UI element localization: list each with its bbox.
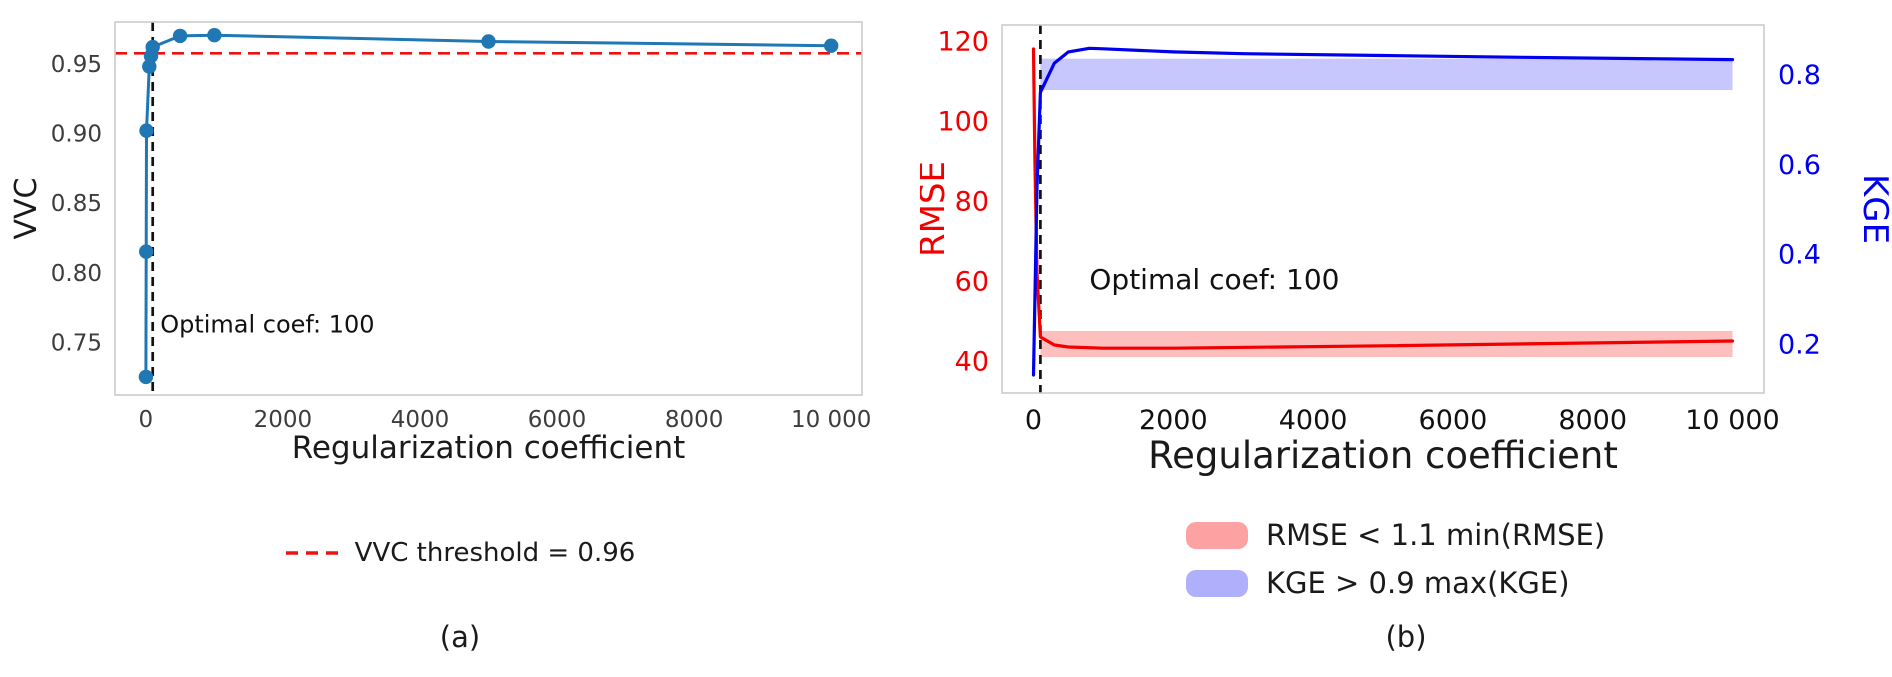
svg-text:120: 120 [937,27,989,58]
rmse-legend-row: RMSE < 1.1 min(RMSE) [1186,518,1626,552]
rmse-band-legend-label: RMSE < 1.1 min(RMSE) [1266,518,1606,552]
rmse-band-swatch-rect [1186,521,1248,549]
svg-text:10 000: 10 000 [791,407,871,433]
svg-text:Regularization coefficient: Regularization coefficient [1148,434,1618,477]
svg-text:0.80: 0.80 [51,261,102,287]
kge-band-swatch [1186,569,1248,597]
svg-text:4000: 4000 [391,407,450,433]
dashed-line-legend-sample [285,551,338,555]
svg-text:6000: 6000 [1419,405,1488,436]
kge-band-swatch-rect [1186,569,1248,597]
rmse-band-swatch [1186,521,1248,549]
svg-text:Optimal coef: 100: Optimal coef: 100 [1089,263,1339,296]
svg-text:Optimal coef: 100: Optimal coef: 100 [160,310,374,338]
svg-text:0.6: 0.6 [1778,150,1821,181]
svg-text:0.95: 0.95 [51,52,102,78]
rmse-kge-legend: RMSE < 1.1 min(RMSE) KGE > 0.9 max(KGE) [920,518,1892,600]
caption-b: (b) [1385,620,1427,654]
vvc-legend: VVC threshold = 0.96 [0,538,920,568]
svg-text:100: 100 [937,107,989,138]
svg-text:4000: 4000 [1279,405,1348,436]
panel-b: 0 2000 4000 6000 8000 10 000 40 60 80 100 120 0.2 0.… [920,0,1892,677]
svg-text:0.90: 0.90 [51,122,102,148]
svg-text:0.4: 0.4 [1778,240,1821,271]
svg-text:0.75: 0.75 [51,330,102,356]
rmse-kge-vs-regularization-chart: 0 2000 4000 6000 8000 10 000 40 60 80 100 120 0.2 0.… [920,24,1892,477]
svg-text:Regularization coefficient: Regularization coefficient [292,430,686,466]
panel-a: 0 2000 4000 6000 8000 10 000 0.75 0.80 0.85 0.90 0… [0,0,920,677]
svg-text:80: 80 [955,187,989,218]
svg-text:RMSE: RMSE [920,161,953,257]
kge-band-legend-label: KGE > 0.9 max(KGE) [1266,566,1570,600]
svg-text:40: 40 [955,347,989,378]
caption-a: (a) [439,620,481,654]
svg-text:2000: 2000 [254,407,313,433]
svg-text:0: 0 [1025,405,1042,436]
vvc-threshold-legend-label: VVC threshold = 0.96 [354,538,636,568]
svg-text:60: 60 [955,267,989,298]
svg-text:10 000: 10 000 [1685,405,1779,436]
kge-legend-row: KGE > 0.9 max(KGE) [1186,566,1626,600]
svg-text:8000: 8000 [1558,405,1627,436]
vvc-vs-regularization-chart: 0 2000 4000 6000 8000 10 000 0.75 0.80 0.85 0.90 0… [9,21,871,466]
svg-text:2000: 2000 [1139,405,1208,436]
svg-text:0: 0 [138,407,153,433]
svg-text:0.2: 0.2 [1778,329,1821,360]
svg-text:0.85: 0.85 [51,191,102,217]
svg-text:KGE: KGE [1855,174,1892,244]
svg-text:8000: 8000 [665,407,724,433]
svg-text:0.8: 0.8 [1778,60,1821,91]
svg-text:6000: 6000 [528,407,587,433]
svg-text:VVC: VVC [9,178,44,240]
